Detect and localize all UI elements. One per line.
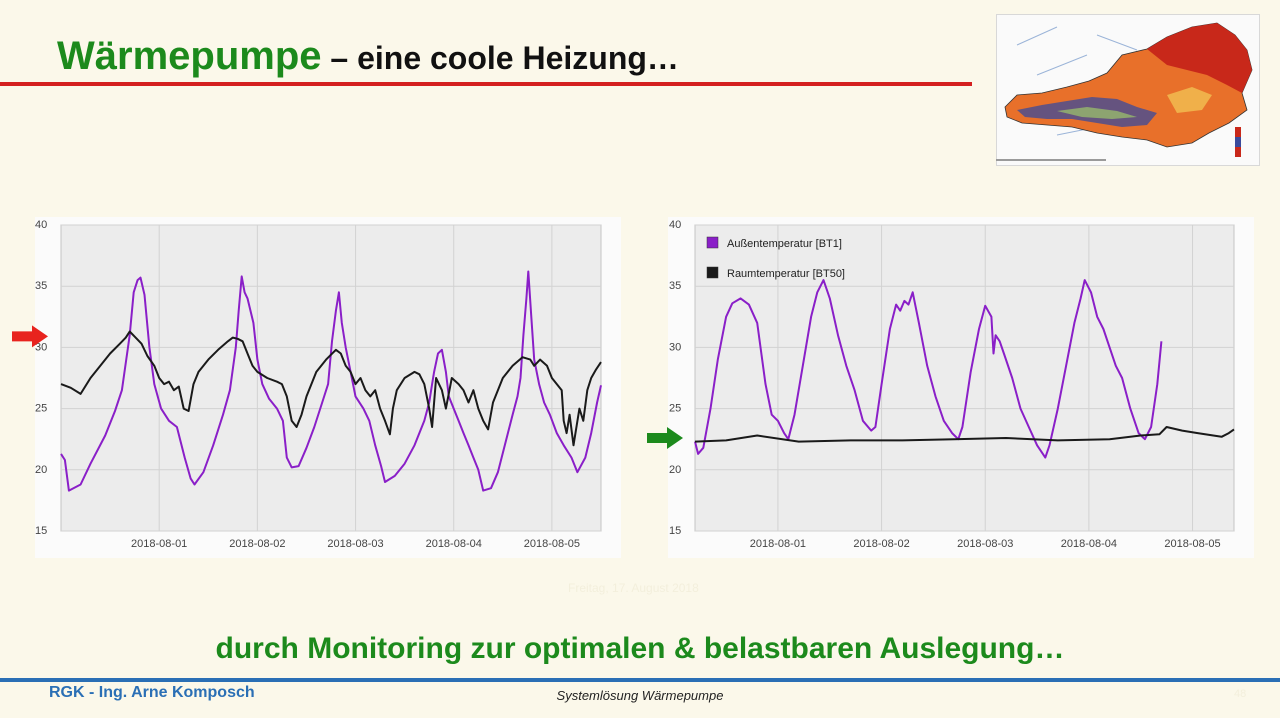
title-underline <box>0 82 972 86</box>
series-line-black <box>60 330 602 447</box>
map-image <box>997 15 1259 165</box>
series-line-purple <box>694 279 1163 459</box>
y-tick-label: 30 <box>669 341 681 353</box>
footer-title: Systemlösung Wärmepumpe <box>556 688 724 703</box>
footer-author: RGK - Ing. Arne Komposch <box>49 684 255 701</box>
left-chart-svg: 15 20 25 30 35 40 2018-08-01 2018-08-02 2018-08-… <box>35 219 602 550</box>
date-watermark: Freitag, 17. August 2018 <box>568 581 699 595</box>
page-number: 48 <box>1234 688 1247 700</box>
x-tick-label: 2018-08-03 <box>327 538 383 550</box>
y-tick-label: 25 <box>35 403 47 415</box>
y-tick-label: 35 <box>669 280 681 292</box>
y-tick-label: 35 <box>35 280 47 292</box>
right-chart-svg: 15 20 25 30 35 40 2018-08-01 2018-08-02 2018-08-… <box>669 219 1235 550</box>
x-tick-label: 2018-08-02 <box>853 538 909 550</box>
y-tick-label: 20 <box>669 464 681 476</box>
x-tick-label: 2018-08-05 <box>1164 538 1220 550</box>
legend-label: Raumtemperatur [BT50] <box>727 268 845 280</box>
x-tick-label: 2018-08-01 <box>750 538 806 550</box>
y-tick-label: 30 <box>35 341 47 353</box>
series-line-purple <box>60 270 602 492</box>
x-tick-label: 2018-08-02 <box>229 538 285 550</box>
x-tick-label: 2018-08-04 <box>426 538 482 550</box>
austria-temperature-map <box>996 14 1260 166</box>
map-caption <box>996 159 1106 161</box>
y-tick-label: 20 <box>35 464 47 476</box>
legend-swatch <box>706 266 719 279</box>
y-tick-label: 40 <box>669 219 681 231</box>
x-tick-label: 2018-08-04 <box>1061 538 1117 550</box>
plot-area <box>60 224 602 532</box>
x-tick-label: 2018-08-01 <box>131 538 187 550</box>
legend-label: Außentemperatur [BT1] <box>727 238 842 250</box>
y-tick-label: 15 <box>35 525 47 537</box>
left-temperature-chart: 15 20 25 30 35 40 2018-08-01 2018-08-02 2018-08-… <box>35 217 621 558</box>
y-tick-label: 40 <box>35 219 47 231</box>
legend-swatch <box>706 236 719 249</box>
x-tick-label: 2018-08-05 <box>524 538 580 550</box>
y-tick-label: 25 <box>669 403 681 415</box>
right-temperature-chart: 15 20 25 30 35 40 2018-08-01 2018-08-02 2018-08-… <box>668 217 1254 558</box>
y-tick-label: 15 <box>669 525 681 537</box>
footer-rule <box>0 678 1280 682</box>
slide-subtitle: durch Monitoring zur optimalen & belastb… <box>215 632 1065 665</box>
x-tick-label: 2018-08-03 <box>957 538 1013 550</box>
title-main: Wärmepumpe <box>57 34 322 78</box>
series-line-black <box>694 426 1235 443</box>
title-rest: – eine coole Heizung… <box>321 40 679 76</box>
slide-title: Wärmepumpe – eine coole Heizung… <box>57 34 679 79</box>
